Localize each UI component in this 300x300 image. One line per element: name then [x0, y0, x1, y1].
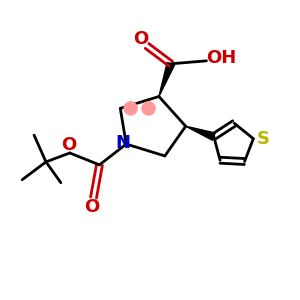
Polygon shape: [159, 62, 174, 97]
Text: OH: OH: [206, 50, 236, 68]
Text: O: O: [61, 136, 76, 154]
Text: O: O: [84, 198, 100, 216]
Circle shape: [124, 102, 137, 115]
Text: S: S: [256, 130, 269, 148]
Polygon shape: [186, 126, 215, 140]
Text: N: N: [115, 134, 130, 152]
Circle shape: [142, 102, 155, 115]
Text: O: O: [134, 30, 149, 48]
